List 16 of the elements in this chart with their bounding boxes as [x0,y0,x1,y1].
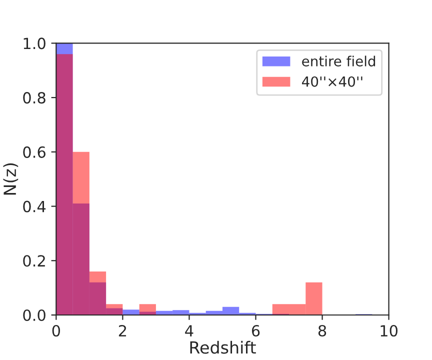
x-axis-title: Redshift [190,340,256,354]
y-tick-label: 0.2 [23,255,45,267]
x-tick-label: 8 [318,324,326,337]
x-tick-label: 10 [380,324,398,337]
legend-label: 40''×40'' [302,76,362,87]
x-tick-label: 2 [118,324,126,336]
y-axis-title: N(z) [3,163,18,195]
y-tick-label: 0.8 [23,92,46,104]
legend-label: entire field [302,56,376,66]
x-tick-label: 0 [52,324,60,337]
y-tick-label: 0.0 [23,309,46,322]
x-tick-label: 6 [252,324,260,337]
y-tick-label: 0.4 [23,200,46,212]
y-tick-label: 0.6 [23,146,46,158]
y-tick-label: 1.0 [24,38,46,50]
x-tick-label: 4 [185,325,194,336]
